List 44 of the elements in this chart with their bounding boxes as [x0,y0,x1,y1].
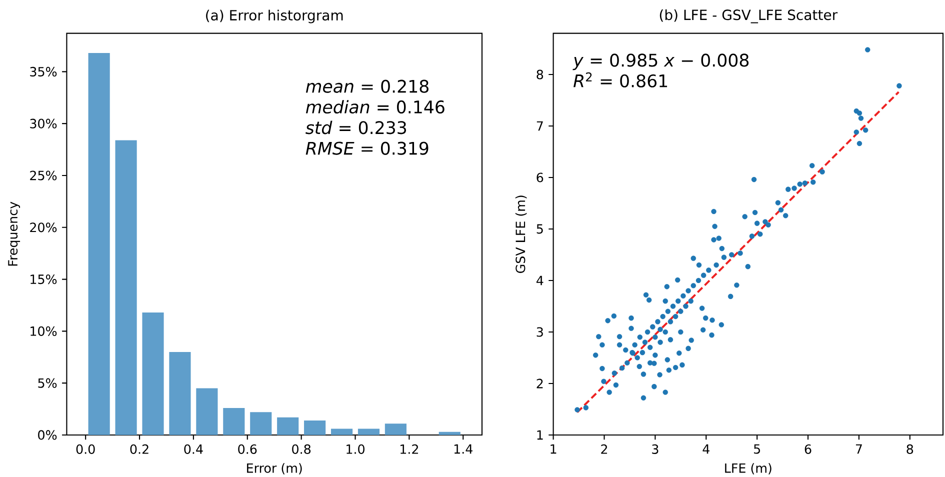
y-tick-label: 35% [30,66,57,76]
y-tick-label: 5% [38,378,57,388]
annotation: y = 0.985 x − 0.008 [572,54,749,70]
y-axis-title: GSV LFE (m) [515,196,527,273]
x-tick-label: 0.4 [184,444,203,454]
chart-title: (a) Error historgram [206,10,343,24]
annotation: median = 0.146 [306,100,444,114]
x-tick-label: 0.0 [76,444,95,454]
x-tick-label: 0.8 [292,444,311,454]
x-tick-label: 0.6 [238,444,257,454]
y-tick-label: 3 [536,327,543,337]
y-tick-label: 30% [30,118,57,128]
x-tick-label: 1.0 [346,444,364,454]
x-tick-label: 6 [804,444,812,454]
x-axis-title: Error (m) [247,463,302,474]
y-tick-label: 15% [30,274,57,284]
x-tick-label: 5 [754,444,760,454]
y-tick-label: 5 [536,224,543,234]
x-tick-label: 1.4 [454,444,472,454]
x-tick-label: 1 [550,444,556,454]
annotation: R$^{2}$ = 0.861 [574,72,668,88]
annotation: std = 0.233 [306,120,406,134]
x-tick-label: 4 [702,444,710,454]
annotation: RMSE = 0.319 [306,142,428,155]
y-axis-title: Frequency [8,202,20,266]
x-axis-title: LFE (m) [725,463,772,474]
y-tick-label: 8 [536,70,544,80]
y-tick-label: 2 [536,378,543,388]
y-tick-label: 0% [38,430,57,440]
x-tick-label: 0.2 [130,444,148,454]
annotation: mean = 0.218 [306,80,428,93]
y-tick-label: 20% [30,222,57,232]
x-tick-label: 1.2 [400,444,418,454]
y-tick-label: 6 [536,172,544,182]
y-tick-label: 25% [30,170,57,180]
x-tick-label: 2 [601,444,608,454]
y-tick-label: 7 [536,121,543,131]
chart-title: (b) LFE - GSV_LFE Scatter [660,9,838,24]
y-tick-label: 10% [30,326,57,336]
x-tick-label: 3 [652,444,658,454]
x-tick-label: 8 [906,444,914,454]
x-tick-label: 7 [856,444,862,454]
y-tick-label: 4 [536,276,544,286]
y-tick-label: 1 [537,430,543,440]
